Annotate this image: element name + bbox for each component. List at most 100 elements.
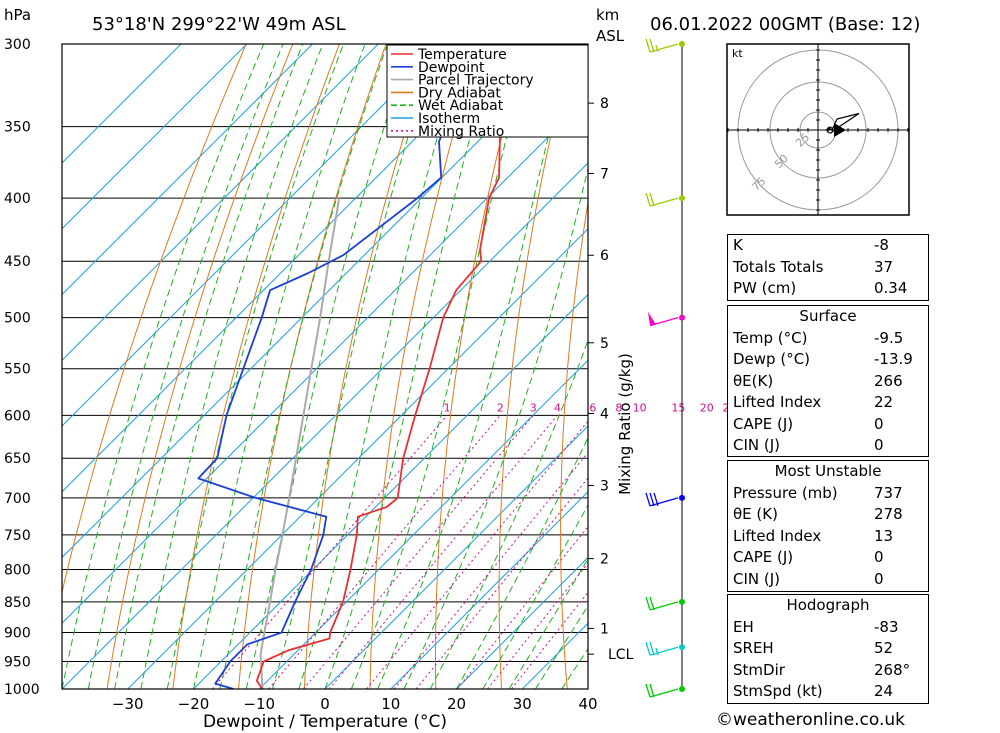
dry-adiabat-line (106, 44, 294, 689)
wind-barb-flag (645, 38, 651, 53)
wet-adiabat-line (429, 338, 588, 689)
temperature-tick-label: −20 (178, 695, 210, 713)
mixing-ratio-line (268, 414, 501, 689)
pressure-tick-label: 450 (4, 254, 31, 270)
wet-adiabat-line (140, 44, 324, 689)
mixing-ratio-label: 4 (554, 401, 561, 414)
hodo-row-sreh: SREH 52 (733, 639, 894, 657)
hodo-row-stmspd: StmSpd (kt) 24 (733, 682, 894, 700)
pressure-tick-label: 700 (4, 491, 31, 507)
surface-row-temp: Temp (°C) -9.5 (733, 328, 904, 347)
pressure-tick-label: 350 (4, 120, 31, 136)
wind-barb (645, 596, 679, 611)
pressure-tick-label: 750 (4, 528, 31, 544)
hpa-label: hPa (4, 6, 31, 24)
parcel-trajectory-line (259, 197, 341, 689)
pressure-tick-label: 400 (4, 191, 31, 207)
dry-adiabat-line (369, 44, 480, 689)
legend-label: Dry Adiabat (418, 85, 501, 101)
asl-label: ASL (596, 27, 625, 45)
km-tick-label: 8 (600, 96, 609, 112)
wet-adiabat-line (245, 44, 412, 689)
pressure-tick-label: 1000 (4, 682, 40, 698)
indices-panel: K -8 Totals Totals 37 PW (cm) 0.34 (727, 234, 929, 301)
wet-adiabat-line (114, 44, 304, 689)
legend-label: Dewpoint (418, 60, 485, 76)
wind-barb-halfflag (655, 648, 659, 656)
km-label: km (596, 6, 619, 24)
pressure-tick-label: 600 (4, 408, 31, 424)
mu-row-li: Lifted Index 13 (733, 526, 894, 545)
wet-adiabat-line (298, 44, 466, 689)
surface-title: Surface (799, 307, 857, 325)
wind-barb-flag (649, 192, 655, 207)
dry-adiabat-line (303, 44, 434, 689)
temperature-tick-labels: −30 −20 −10 0 10 20 30 40 (112, 695, 598, 713)
wind-barb-dot (679, 314, 685, 321)
mixing-ratio-label: 10 (633, 401, 647, 414)
legend-box (386, 44, 589, 138)
mu-row-cin: CIN (J) 0 (733, 569, 884, 588)
dry-adiabat-line (172, 44, 340, 689)
temperature-tick-label: −30 (112, 695, 144, 713)
isotherm-line (62, 44, 445, 427)
mu-row-pressure: Pressure (mb) 737 (733, 483, 903, 502)
mu-row-thetae: θE (K) 278 (733, 505, 903, 523)
wet-adiabat-line (271, 44, 438, 689)
wind-barb-pennant (648, 311, 656, 326)
isotherm-line (62, 44, 313, 296)
wind-barb-flag (645, 683, 651, 698)
wet-adiabat-line (219, 44, 389, 689)
isotherm-line (62, 162, 588, 689)
mixing-ratio-label: 15 (671, 401, 685, 414)
hodograph-marker (826, 126, 834, 134)
km-tick-label: 6 (600, 248, 609, 264)
temperature-tick-label: 10 (381, 695, 400, 713)
wind-barb-shaft (649, 601, 679, 611)
dry-adiabat-line (560, 199, 588, 689)
pressure-tick-label: 950 (4, 655, 31, 671)
km-tick-label: 1 (600, 621, 609, 637)
dry-adiabat-line (62, 44, 247, 595)
hodograph-unit: kt (732, 47, 743, 60)
wind-barb-flag (653, 492, 659, 507)
wind-barb-dot (679, 644, 685, 651)
isotherm-line (258, 359, 588, 689)
wind-barb-flag (649, 492, 655, 507)
wet-adiabat-line (377, 44, 573, 689)
surface-row-dewp: Dewp (°C) -13.9 (733, 350, 913, 368)
wind-barb-shaft (649, 43, 679, 53)
wet-adiabat-line (508, 557, 588, 689)
legend-label: Wet Adiabat (418, 98, 504, 114)
wind-barb-shaft (649, 197, 679, 207)
surface-panel: Surface Temp (°C) -9.5 Dewp (°C) -13.9 θE(… (727, 305, 929, 457)
wind-barb (645, 492, 679, 507)
wind-barbs (645, 38, 685, 698)
wind-barb-dot (679, 598, 685, 605)
isotherm-line (324, 425, 588, 689)
wind-barb (645, 38, 679, 53)
wind-barb-flag (645, 492, 651, 507)
isotherm-line (62, 44, 248, 230)
index-row-k: K -8 (733, 236, 889, 254)
isotherm-line (62, 44, 511, 493)
temperature-tick-label: 30 (513, 695, 532, 713)
temperature-tick-label: −10 (243, 695, 275, 713)
mixing-ratio-line (393, 451, 588, 689)
surface-row-thetae: θE(K) 266 (733, 371, 903, 390)
wind-barb-flag (645, 192, 651, 207)
legend-label: Isotherm (418, 111, 480, 127)
isotherm-line (62, 44, 379, 361)
mixing-ratio-lines (212, 414, 588, 689)
isotherm-line (390, 491, 588, 689)
surface-row-li: Lifted Index 22 (733, 393, 894, 411)
x-axis-label: Dewpoint / Temperature (°C) (203, 712, 447, 732)
wind-barb-dot (679, 494, 685, 501)
plot-frame (61, 43, 589, 690)
dry-adiabat-line (498, 44, 573, 689)
dry-adiabat-line (435, 44, 527, 689)
wind-barb-dot (679, 195, 685, 202)
wind-barb (645, 192, 679, 207)
km-tick-label: 7 (600, 166, 609, 182)
